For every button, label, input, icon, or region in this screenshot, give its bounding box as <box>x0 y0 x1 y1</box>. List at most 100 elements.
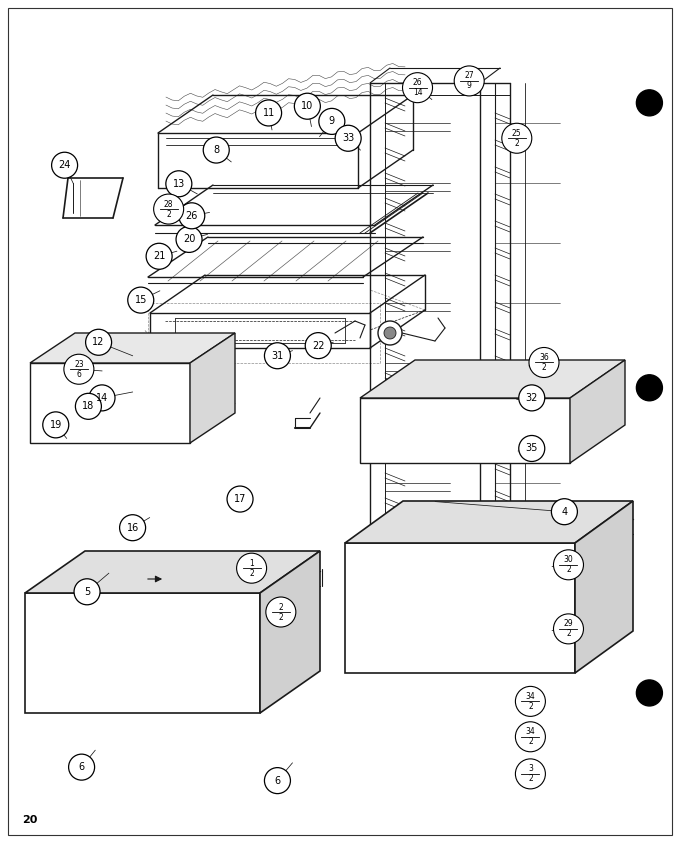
Polygon shape <box>190 333 235 443</box>
Text: 15: 15 <box>135 295 147 305</box>
Text: 23: 23 <box>74 360 84 368</box>
Text: 6: 6 <box>78 762 85 772</box>
Text: 30: 30 <box>564 556 573 564</box>
Text: 18: 18 <box>82 401 95 411</box>
Circle shape <box>529 347 559 378</box>
Text: 13: 13 <box>173 179 185 189</box>
Polygon shape <box>360 360 625 398</box>
Circle shape <box>265 343 290 368</box>
Polygon shape <box>575 501 633 673</box>
Circle shape <box>515 722 545 752</box>
Text: 29: 29 <box>564 620 573 628</box>
Circle shape <box>519 436 545 461</box>
Circle shape <box>335 126 361 151</box>
Text: 2: 2 <box>528 775 532 783</box>
Circle shape <box>515 759 545 789</box>
Circle shape <box>256 100 282 126</box>
Text: 3: 3 <box>528 765 533 773</box>
Text: 20: 20 <box>183 234 195 244</box>
Text: 14: 14 <box>413 89 422 97</box>
Text: 1: 1 <box>250 559 254 567</box>
Polygon shape <box>30 333 235 363</box>
Text: 32: 32 <box>526 393 538 403</box>
Circle shape <box>554 614 583 644</box>
Text: 2: 2 <box>515 139 519 148</box>
Text: 2: 2 <box>566 630 571 638</box>
Text: 26: 26 <box>186 211 198 221</box>
Circle shape <box>227 486 253 512</box>
Circle shape <box>120 515 146 540</box>
Polygon shape <box>25 551 320 593</box>
Circle shape <box>554 550 583 580</box>
Text: 9: 9 <box>328 116 335 126</box>
Text: 34: 34 <box>526 692 535 701</box>
Circle shape <box>69 754 95 780</box>
Circle shape <box>384 327 396 339</box>
Polygon shape <box>345 543 575 673</box>
Circle shape <box>266 597 296 627</box>
Circle shape <box>636 375 662 400</box>
Circle shape <box>551 499 577 524</box>
Circle shape <box>305 333 331 358</box>
Text: 28: 28 <box>164 200 173 208</box>
Text: 27: 27 <box>464 72 474 80</box>
Text: 2: 2 <box>279 603 283 611</box>
Circle shape <box>403 72 432 103</box>
Polygon shape <box>570 360 625 463</box>
Text: 19: 19 <box>50 420 62 430</box>
Text: 10: 10 <box>301 101 313 111</box>
Text: 6: 6 <box>274 776 281 786</box>
Circle shape <box>52 153 78 178</box>
Text: 34: 34 <box>526 728 535 736</box>
Text: 22: 22 <box>312 341 324 351</box>
Polygon shape <box>30 363 190 443</box>
Circle shape <box>502 123 532 153</box>
Circle shape <box>519 385 545 411</box>
Text: 4: 4 <box>561 507 568 517</box>
Text: 2: 2 <box>542 363 546 372</box>
Circle shape <box>154 194 184 224</box>
Circle shape <box>86 330 112 355</box>
Text: 17: 17 <box>234 494 246 504</box>
Circle shape <box>75 394 101 419</box>
Text: 35: 35 <box>526 443 538 454</box>
Circle shape <box>166 171 192 196</box>
Text: 21: 21 <box>153 251 165 261</box>
Circle shape <box>237 553 267 583</box>
Text: 26: 26 <box>413 78 422 87</box>
Text: 33: 33 <box>342 133 354 143</box>
Circle shape <box>176 227 202 252</box>
Text: 6: 6 <box>76 370 82 379</box>
Circle shape <box>146 244 172 269</box>
Text: 2: 2 <box>167 210 171 218</box>
Circle shape <box>128 287 154 313</box>
Circle shape <box>454 66 484 96</box>
Text: 5: 5 <box>84 587 90 597</box>
Circle shape <box>515 686 545 717</box>
Text: 2: 2 <box>528 702 532 711</box>
Text: 2: 2 <box>250 569 254 577</box>
Circle shape <box>203 137 229 163</box>
Circle shape <box>64 354 94 384</box>
Circle shape <box>179 203 205 228</box>
Circle shape <box>43 412 69 438</box>
Polygon shape <box>25 593 260 713</box>
Text: 2: 2 <box>279 613 283 621</box>
Polygon shape <box>360 398 570 463</box>
Circle shape <box>636 90 662 115</box>
Circle shape <box>294 94 320 119</box>
Circle shape <box>378 321 402 345</box>
Text: 14: 14 <box>96 393 108 403</box>
Polygon shape <box>260 551 320 713</box>
Text: 2: 2 <box>528 738 532 746</box>
Text: 16: 16 <box>126 523 139 533</box>
Polygon shape <box>345 501 633 543</box>
Text: 25: 25 <box>512 129 522 137</box>
Circle shape <box>319 109 345 134</box>
Circle shape <box>74 579 100 604</box>
Circle shape <box>265 768 290 793</box>
Text: 9: 9 <box>466 82 472 90</box>
Text: 36: 36 <box>539 353 549 362</box>
Circle shape <box>636 680 662 706</box>
Circle shape <box>89 385 115 411</box>
